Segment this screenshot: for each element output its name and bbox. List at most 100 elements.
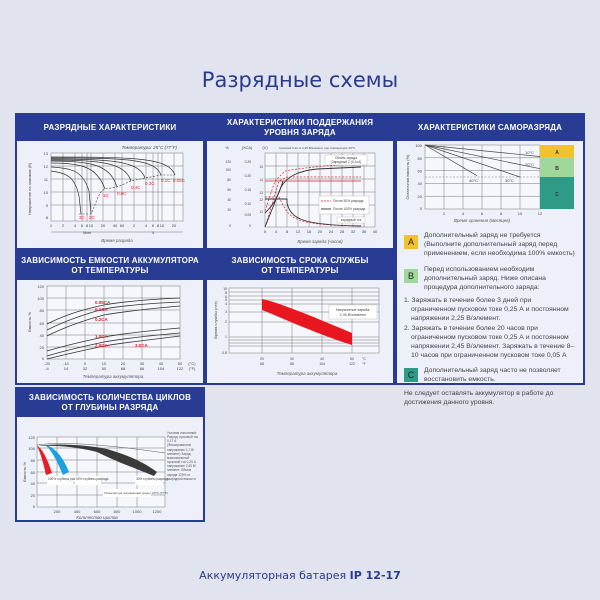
svg-text:32: 32 <box>351 229 356 234</box>
svg-text:10: 10 <box>223 287 227 291</box>
svg-text:30: 30 <box>140 361 145 366</box>
svg-text:11: 11 <box>260 210 264 214</box>
svg-text:100: 100 <box>415 143 422 148</box>
svg-text:13: 13 <box>259 191 263 195</box>
svg-text:После 50% разряда: После 50% разряда <box>333 199 364 203</box>
svg-text:80: 80 <box>418 156 423 161</box>
svg-text:0: 0 <box>249 224 251 228</box>
svg-text:1C: 1C <box>103 193 110 198</box>
panel-float-charge: ХАРАКТЕРИСТИКИ ПОДДЕРЖАНИЯ УРОВНЯ ЗАРЯДА… <box>205 113 395 250</box>
svg-text:4: 4 <box>145 223 148 228</box>
svg-text:24: 24 <box>329 229 334 234</box>
page-title: Разрядные схемы <box>201 68 399 92</box>
svg-text:20: 20 <box>418 194 423 199</box>
svg-text:40: 40 <box>320 357 324 361</box>
svg-text:100: 100 <box>225 168 231 172</box>
svg-text:Температура аккумулятора: Температура аккумулятора <box>277 371 338 376</box>
svg-text:2: 2 <box>225 320 227 324</box>
svg-text:600: 600 <box>94 509 101 514</box>
svg-text:800: 800 <box>114 509 121 514</box>
svg-text:8: 8 <box>86 223 89 228</box>
svg-text:1: 1 <box>50 223 53 228</box>
svg-text:12: 12 <box>44 164 49 169</box>
svg-text:6: 6 <box>225 295 227 299</box>
svg-text:80: 80 <box>31 458 36 463</box>
svg-text:10: 10 <box>160 223 165 228</box>
svg-text:5: 5 <box>225 298 227 302</box>
svg-text:60: 60 <box>40 321 45 326</box>
svg-text:зарядный ток: зарядный ток <box>341 218 362 222</box>
svg-text:80: 80 <box>40 308 45 313</box>
panel-discharge: РАЗРЯДНЫЕ ХАРАКТЕРИСТИКИ Температура: 25… <box>15 113 205 250</box>
panel-title: ХАРАКТЕРИСТИКИ ПОДДЕРЖАНИЯ УРОВНЯ ЗАРЯДА <box>207 115 393 141</box>
temp-note: Температура: 25°C (77°F) <box>122 145 178 150</box>
panel-title: ХАРАКТЕРИСТИКИ САМОРАЗРЯДА <box>397 115 583 141</box>
self-discharge-chart: A B C 10°C 20°C 30°C 40°C 100 80 60 40 20 0 2… <box>405 143 574 223</box>
svg-text:0.6C: 0.6C <box>117 191 127 196</box>
svg-text:60: 60 <box>418 169 423 174</box>
svg-text:8: 8 <box>286 229 289 234</box>
y-axis-label: Напряжение на зажимах (В) <box>27 162 32 215</box>
svg-text:Мин: Мин <box>83 230 91 235</box>
svg-text:2: 2 <box>133 223 136 228</box>
svg-text:80: 80 <box>227 178 231 182</box>
svg-text:0: 0 <box>420 206 423 211</box>
panel-life-temperature: ЗАВИСИМОСТЬ СРОКА СЛУЖБЫ ОТ ТЕМПЕРАТУРЫ … <box>205 250 395 385</box>
svg-text:60: 60 <box>227 188 231 192</box>
svg-text:20: 20 <box>121 361 126 366</box>
svg-text:40: 40 <box>418 181 423 186</box>
svg-text:40: 40 <box>31 481 36 486</box>
svg-text:4: 4 <box>74 223 77 228</box>
svg-text:20: 20 <box>318 229 323 234</box>
panel-title: ЗАВИСИМОСТЬ СРОКА СЛУЖБЫ ОТ ТЕМПЕРАТУРЫ <box>207 252 393 280</box>
svg-text:68: 68 <box>121 366 126 371</box>
svg-text:0.10: 0.10 <box>245 202 252 206</box>
svg-text:30°C: 30°C <box>505 178 514 183</box>
svg-text:1.0CA: 1.0CA <box>95 334 109 339</box>
svg-text:°F: °F <box>362 362 366 366</box>
svg-text:0.4C: 0.4C <box>131 185 141 190</box>
footer-product-name: Аккумуляторная батарея IP 12-17 <box>199 569 401 582</box>
svg-text:50: 50 <box>178 361 183 366</box>
svg-text:20: 20 <box>260 357 264 361</box>
svg-text:°C: °C <box>362 357 366 361</box>
svg-text:Объем заряда: Объем заряда <box>335 156 357 160</box>
svg-text:68: 68 <box>260 362 264 366</box>
svg-text:20°C: 20°C <box>525 162 534 167</box>
test-conditions: Условия испытаний: Разряд: пусковой ток … <box>167 431 199 481</box>
svg-text:50: 50 <box>350 357 354 361</box>
svg-text:После 100% разряда: После 100% разряда <box>333 207 366 211</box>
svg-text:40: 40 <box>40 333 45 338</box>
capacity-temperature-chart: 0.05CA 0.1CA 0.2CA 1.0CA 2.0CA 3.0CA 120… <box>27 284 196 379</box>
svg-text:1200: 1200 <box>153 509 163 514</box>
svg-text:1000: 1000 <box>133 509 143 514</box>
svg-text:120: 120 <box>37 284 44 289</box>
svg-text:A: A <box>555 150 559 156</box>
svg-text:12: 12 <box>259 198 263 202</box>
zone-c-badge: C <box>404 368 418 383</box>
svg-text:8: 8 <box>46 215 49 220</box>
svg-text:2: 2 <box>443 211 446 216</box>
svg-text:Ч: Ч <box>152 230 155 235</box>
svg-text:3.0CA: 3.0CA <box>135 343 149 348</box>
svg-text:0.5: 0.5 <box>222 351 227 355</box>
svg-text:6: 6 <box>481 211 484 216</box>
svg-text:50% глубины разряда: 50% глубины разряда <box>76 477 109 481</box>
svg-text:0.2CA: 0.2CA <box>95 317 109 322</box>
svg-text:16: 16 <box>307 229 312 234</box>
svg-text:104: 104 <box>158 366 165 371</box>
discharge-chart: Температура: 25°C (77°F) 3C 2C 1C 0.6C 0.4C 0… <box>27 145 186 243</box>
svg-text:Напряжение заряда:: Напряжение заряда: <box>336 308 370 312</box>
svg-text:9: 9 <box>46 203 49 208</box>
svg-text:32: 32 <box>83 366 88 371</box>
svg-text:13: 13 <box>44 151 49 156</box>
svg-text:0.1C: 0.1C <box>161 178 171 183</box>
svg-text:12: 12 <box>296 229 301 234</box>
svg-text:(Зарядный 2 (0.1cA): (Зарядный 2 (0.1cA) <box>331 160 362 164</box>
zone-b-badge: B <box>404 268 418 283</box>
svg-text:0: 0 <box>84 361 87 366</box>
svg-text:30: 30 <box>290 357 294 361</box>
svg-text:0: 0 <box>42 356 45 361</box>
svg-text:4: 4 <box>225 302 227 306</box>
